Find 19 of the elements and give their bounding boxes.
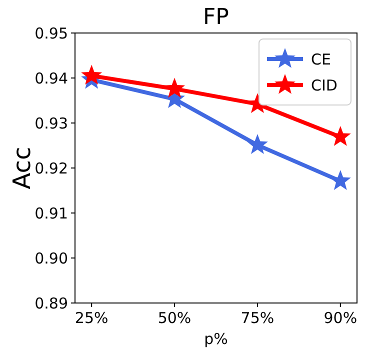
y-tick-label: 0.91 <box>34 204 68 222</box>
legend-label: CE <box>311 50 331 68</box>
y-tick-label: 0.90 <box>34 249 68 268</box>
x-tick-label: 90% <box>324 309 358 327</box>
x-tick-label: 75% <box>240 309 274 327</box>
y-tick-label: 0.95 <box>34 24 68 42</box>
x-tick-label: 50% <box>158 309 192 327</box>
x-tick-label: 25% <box>74 309 108 327</box>
point <box>164 78 185 98</box>
y-tick-label: 0.94 <box>34 69 68 88</box>
y-axis-title: Acc <box>8 146 36 190</box>
legend-label: CID <box>311 76 338 94</box>
y-tick-label: 0.89 <box>34 294 68 312</box>
y-tick-label: 0.92 <box>34 159 68 178</box>
chart-title: FP <box>203 5 229 30</box>
y-tick-label: 0.93 <box>34 114 68 132</box>
point <box>81 64 102 85</box>
point <box>247 134 268 154</box>
x-axis-title: p% <box>204 330 228 348</box>
